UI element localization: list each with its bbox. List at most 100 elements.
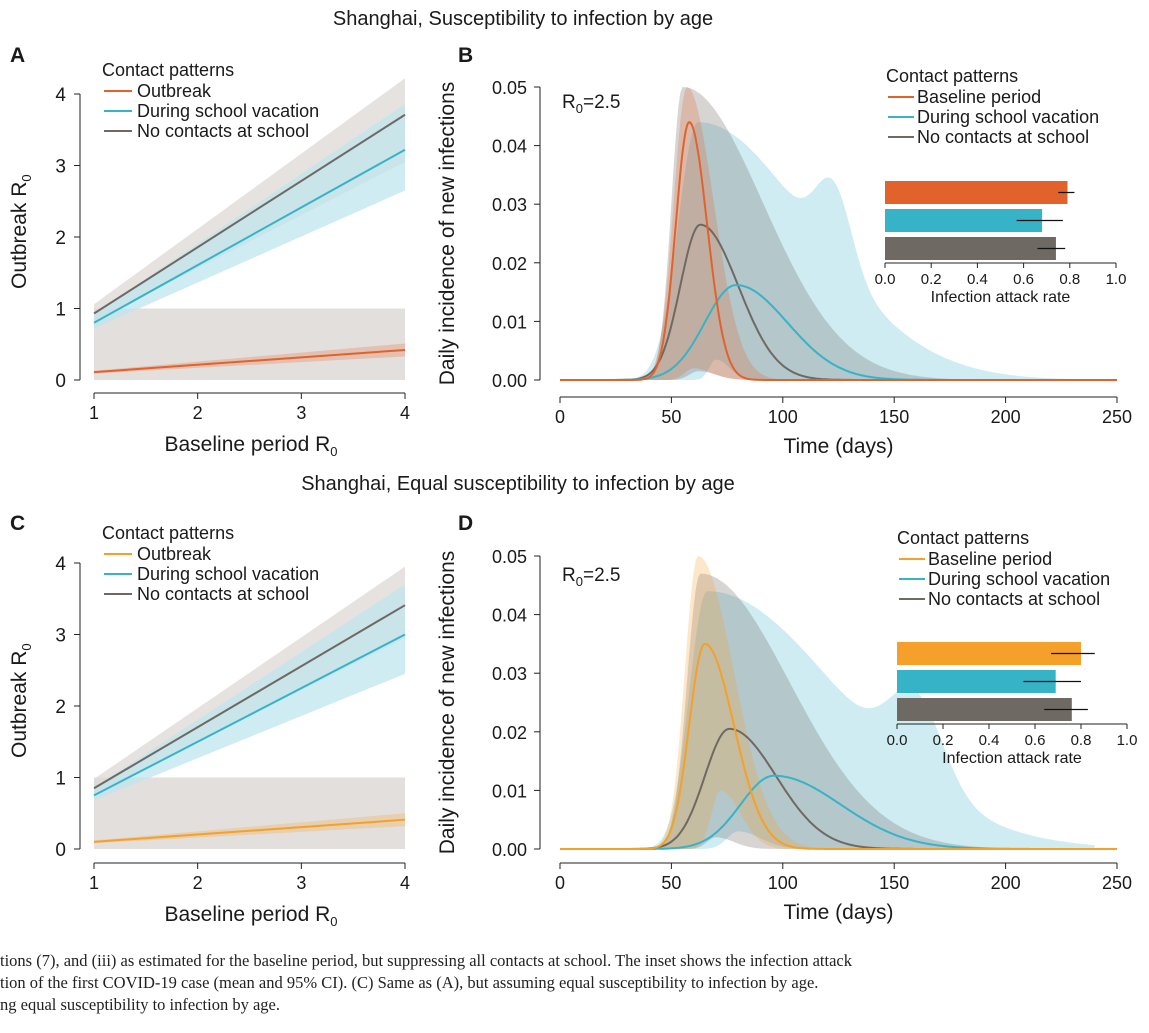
- x-tick-label: 3: [296, 873, 306, 893]
- x-tick-label: 50: [661, 873, 681, 893]
- legend-label: No contacts at school: [137, 121, 309, 141]
- x-tick-label: 200: [991, 407, 1021, 427]
- inset-x-tick-label: 0.8: [1059, 271, 1080, 288]
- inset-bar-chart: 0.0 0.2 0.4 0.6 0.8 1.0 Infection attack rate: [887, 642, 1138, 767]
- bar: [897, 698, 1072, 721]
- y-tick-label: 3: [55, 626, 66, 647]
- legend-label: No contacts at school: [917, 127, 1089, 147]
- x-tick-label: 2: [193, 873, 203, 893]
- ci-band: [94, 104, 405, 329]
- panel-letter: C: [10, 512, 25, 535]
- legend-title: Contact patterns: [886, 66, 1018, 86]
- y-tick-label: 0.03: [492, 195, 527, 215]
- series-line: [560, 642, 1117, 850]
- x-axis-label: Baseline period R0: [165, 433, 338, 459]
- y-axis-label: Daily incidence of new infections: [436, 551, 459, 855]
- x-tick-label: 250: [1102, 873, 1132, 893]
- panel-letter: D: [458, 512, 473, 535]
- y-axis-label: Outbreak R0: [8, 174, 34, 289]
- y-tick-label: 4: [55, 554, 66, 575]
- panel-letter: B: [458, 44, 473, 67]
- inset-x-tick-label: 1.0: [1117, 732, 1138, 749]
- panel-D: 0.00 0.01 0.02 0.03 0.04 0.05 0 50 100 150 200 250 T…: [436, 512, 1137, 924]
- legend-title: Contact patterns: [102, 523, 234, 543]
- ci-band: [94, 584, 405, 801]
- bar: [885, 209, 1043, 232]
- x-tick-label: 1: [89, 873, 99, 893]
- y-tick-label: 0.01: [492, 312, 527, 332]
- x-tick-label: 0: [555, 873, 565, 893]
- y-tick-label: 0.04: [492, 606, 527, 626]
- y-tick-label: 2: [55, 697, 66, 718]
- x-axis-label: Baseline period R0: [165, 903, 338, 929]
- y-tick-label: 0: [55, 371, 66, 392]
- x-tick-label: 50: [661, 407, 681, 427]
- x-tick-label: 3: [296, 403, 306, 423]
- inset-x-axis-label: Infection attack rate: [931, 289, 1071, 306]
- inset-x-tick-label: 0.2: [933, 732, 954, 749]
- ci-band: [626, 122, 1095, 380]
- series-line: [560, 121, 1117, 381]
- inset-x-tick-label: 1.0: [1106, 271, 1127, 288]
- caption-line: ng equal susceptibility to infection by …: [0, 995, 280, 1014]
- x-tick-label: 4: [400, 403, 410, 423]
- x-tick-label: 200: [991, 873, 1021, 893]
- legend-label: During school vacation: [137, 101, 319, 121]
- y-tick-label: 2: [55, 228, 66, 249]
- r0-annotation: R0=2.5: [562, 92, 620, 116]
- y-tick-label: 1: [55, 300, 66, 321]
- y-tick-label: 0.04: [492, 137, 527, 157]
- series-line: [93, 148, 406, 324]
- y-tick-label: 0.02: [492, 254, 527, 274]
- panel-A: 0 1 2 3 4 1 2 3 4 Baseline period R0 Outbreak R0 A C…: [8, 44, 410, 459]
- y-tick-label: 0.05: [492, 547, 527, 567]
- series-line: [93, 604, 406, 790]
- y-tick-label: 0.00: [492, 371, 527, 391]
- ci-band: [626, 573, 1095, 849]
- series-line: [93, 113, 406, 315]
- caption-line: tions (7), and (iii) as estimated for th…: [0, 951, 852, 970]
- y-tick-label: 3: [55, 157, 66, 178]
- legend-label: During school vacation: [917, 107, 1099, 127]
- row-title: Shanghai, Equal susceptibility to infect…: [301, 473, 735, 495]
- x-axis-label: Time (days): [783, 435, 893, 458]
- panel-C: 0 1 2 3 4 1 2 3 4 Baseline period R0 Outbreak R0 C C…: [8, 512, 410, 929]
- ci-band: [94, 78, 405, 322]
- threshold-band: [94, 777, 405, 849]
- r0-annotation: R0=2.5: [562, 565, 620, 589]
- panel-B: 0.00 0.01 0.02 0.03 0.04 0.05 0 50 100 150 200 250 T…: [436, 44, 1132, 458]
- legend-title: Contact patterns: [897, 528, 1029, 548]
- y-tick-label: 0.05: [492, 78, 527, 98]
- series-line: [93, 818, 406, 843]
- legend-label: No contacts at school: [928, 589, 1100, 609]
- y-tick-label: 0.03: [492, 664, 527, 684]
- y-tick-label: 1: [55, 769, 66, 790]
- inset-x-tick-label: 0.0: [875, 271, 896, 288]
- caption-line: tion of the first COVID-19 case (mean an…: [0, 973, 819, 992]
- legend-label: During school vacation: [928, 569, 1110, 589]
- x-tick-label: 2: [193, 403, 203, 423]
- ci-band: [626, 87, 1095, 380]
- series-line: [93, 633, 406, 797]
- inset-x-tick-label: 0.8: [1071, 732, 1092, 749]
- y-axis-label: Daily incidence of new infections: [436, 82, 459, 386]
- y-tick-label: 0.02: [492, 723, 527, 743]
- legend-label: During school vacation: [137, 564, 319, 584]
- x-tick-label: 1: [89, 403, 99, 423]
- inset-x-tick-label: 0.4: [979, 732, 1000, 749]
- legend-label: No contacts at school: [137, 584, 309, 604]
- y-tick-label: 0.00: [492, 840, 527, 860]
- x-tick-label: 150: [879, 407, 909, 427]
- x-axis-label: Time (days): [783, 901, 893, 924]
- x-tick-label: 4: [400, 873, 410, 893]
- x-tick-label: 250: [1102, 407, 1132, 427]
- ci-band: [626, 556, 1095, 849]
- figure-caption: tions (7), and (iii) as estimated for th…: [0, 950, 1149, 1016]
- x-tick-label: 0: [555, 407, 565, 427]
- inset-x-tick-label: 0.2: [921, 271, 942, 288]
- bar: [885, 181, 1068, 204]
- row-title: Shanghai, Susceptibility to infection by…: [333, 8, 713, 30]
- inset-x-axis-label: Infection attack rate: [942, 750, 1082, 767]
- x-tick-label: 100: [768, 407, 798, 427]
